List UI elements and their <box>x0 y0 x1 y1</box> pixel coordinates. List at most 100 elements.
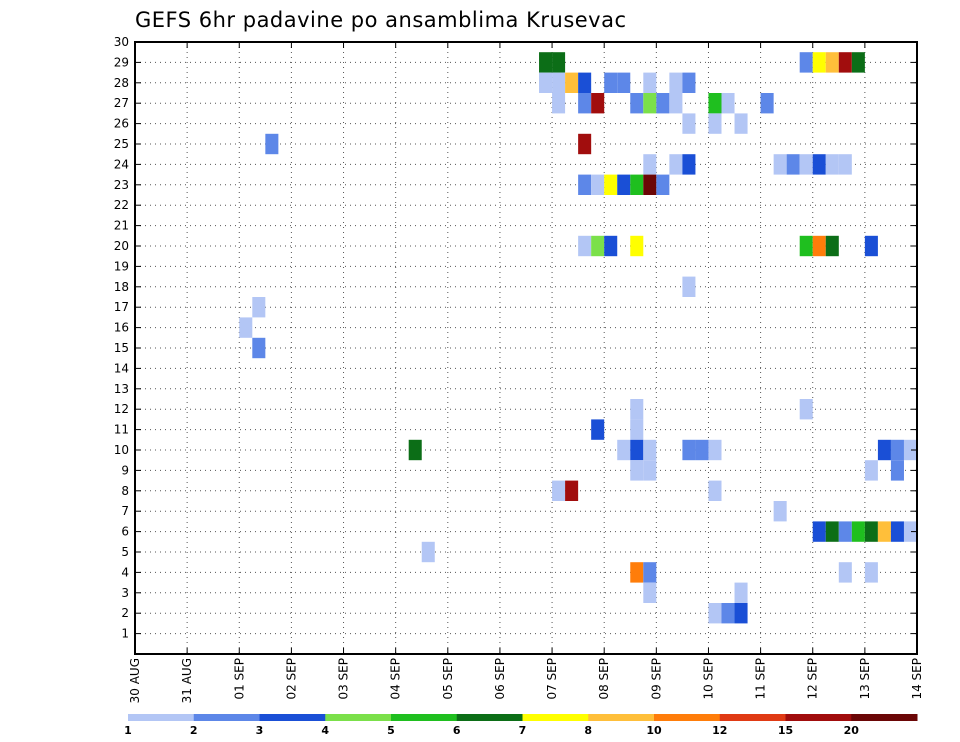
colorbar-label: 8 <box>584 724 592 737</box>
heatmap-cell <box>617 439 631 461</box>
colorbar-label: 2 <box>190 724 198 737</box>
heatmap-cell <box>565 72 579 93</box>
heatmap-cell <box>890 521 904 542</box>
colorbar-label: 12 <box>712 724 727 737</box>
colorbar-label: 10 <box>646 724 662 737</box>
y-tick-label: 22 <box>114 198 129 212</box>
y-tick-label: 29 <box>114 55 129 69</box>
y-tick-label: 17 <box>114 300 129 314</box>
heatmap-cell <box>578 174 592 195</box>
heatmap-cell <box>877 521 891 542</box>
heatmap-cell <box>630 235 644 257</box>
colorbar-label: 20 <box>844 724 860 737</box>
heatmap-cell <box>643 439 657 461</box>
heatmap-cell <box>656 93 670 114</box>
heatmap-cell <box>799 52 813 73</box>
y-tick-label: 18 <box>114 280 129 294</box>
y-tick-label: 24 <box>114 157 129 171</box>
heatmap-cell <box>799 399 813 420</box>
heatmap-cell <box>630 419 644 440</box>
colorbar-label: 15 <box>778 724 793 737</box>
axis-ticks: 1234567891011121314151617181920212223242… <box>114 35 924 703</box>
heatmap-cells <box>239 52 917 624</box>
heatmap-cell <box>760 93 774 114</box>
x-tick-label: 31 AUG <box>180 658 194 703</box>
y-tick-label: 27 <box>114 96 129 110</box>
y-tick-label: 7 <box>121 504 129 518</box>
x-tick-label: 01 SEP <box>232 658 246 700</box>
heatmap-cell <box>851 52 865 73</box>
heatmap-cell <box>591 235 605 257</box>
heatmap-cell <box>708 93 722 114</box>
heatmap-cell <box>708 480 722 501</box>
heatmap-cell <box>773 154 787 175</box>
x-tick-label: 14 SEP <box>910 658 924 700</box>
heatmap-cell <box>708 439 722 461</box>
heatmap-cell <box>630 439 644 461</box>
heatmap-cell <box>825 521 839 542</box>
colorbar-label: 3 <box>256 724 264 737</box>
colorbar-swatch <box>391 714 458 721</box>
colorbar-swatch <box>522 714 589 721</box>
heatmap-cell <box>669 72 683 93</box>
heatmap-cell <box>825 52 839 73</box>
y-tick-label: 15 <box>114 341 129 355</box>
heatmap-cell <box>708 113 722 134</box>
colorbar-label: 4 <box>321 724 329 737</box>
y-tick-label: 13 <box>114 382 129 396</box>
heatmap-cell <box>591 419 605 440</box>
colorbar-swatch <box>193 714 260 721</box>
heatmap-cell <box>721 603 735 624</box>
heatmap-cell <box>903 439 917 461</box>
heatmap-cell <box>734 113 748 134</box>
heatmap-cell <box>630 399 644 420</box>
y-tick-label: 1 <box>121 627 129 641</box>
y-tick-label: 21 <box>114 219 129 233</box>
x-tick-label: 07 SEP <box>545 658 559 700</box>
chart-title: GEFS 6hr padavine po ansamblima Krusevac <box>135 8 627 32</box>
heatmap-cell <box>825 154 839 175</box>
y-tick-label: 6 <box>121 525 129 539</box>
heatmap-cell <box>643 93 657 114</box>
heatmap-cell <box>252 337 266 359</box>
y-tick-label: 2 <box>121 606 129 620</box>
heatmap-cell <box>812 235 826 257</box>
colorbar-swatch <box>654 714 721 721</box>
y-tick-label: 14 <box>114 361 129 375</box>
heatmap-cell <box>864 235 878 257</box>
heatmap-cell <box>630 174 644 195</box>
colorbar-label: 7 <box>519 724 527 737</box>
x-tick-label: 11 SEP <box>754 658 768 700</box>
heatmap-cell <box>552 52 566 73</box>
heatmap-cell <box>734 603 748 624</box>
heatmap-cell <box>643 174 657 195</box>
heatmap-cell <box>408 439 422 461</box>
heatmap-cell <box>682 72 696 93</box>
heatmap-cell <box>851 521 865 542</box>
y-tick-label: 9 <box>121 463 129 477</box>
heatmap-cell <box>682 439 696 461</box>
x-tick-label: 13 SEP <box>858 658 872 700</box>
heatmap-cell <box>682 276 696 297</box>
x-tick-label: 08 SEP <box>597 658 611 700</box>
y-tick-label: 4 <box>121 565 129 579</box>
heatmap-cell <box>864 460 878 481</box>
heatmap-cell <box>239 317 253 338</box>
colorbar-swatch <box>719 714 786 721</box>
y-tick-label: 11 <box>114 423 129 437</box>
heatmap-cell <box>812 52 826 73</box>
heatmap-cell <box>604 72 618 93</box>
heatmap-cell <box>643 562 657 583</box>
x-tick-label: 04 SEP <box>389 658 403 700</box>
x-tick-label: 02 SEP <box>284 658 298 700</box>
heatmap-cell <box>838 52 852 73</box>
x-tick-label: 30 AUG <box>128 658 142 703</box>
heatmap-cell <box>903 521 917 542</box>
y-tick-label: 30 <box>114 35 129 49</box>
heatmap-cell <box>539 72 553 93</box>
heatmap-cell <box>552 93 566 114</box>
colorbar-swatch <box>785 714 852 721</box>
x-tick-label: 10 SEP <box>701 658 715 700</box>
x-tick-label: 05 SEP <box>441 658 455 700</box>
